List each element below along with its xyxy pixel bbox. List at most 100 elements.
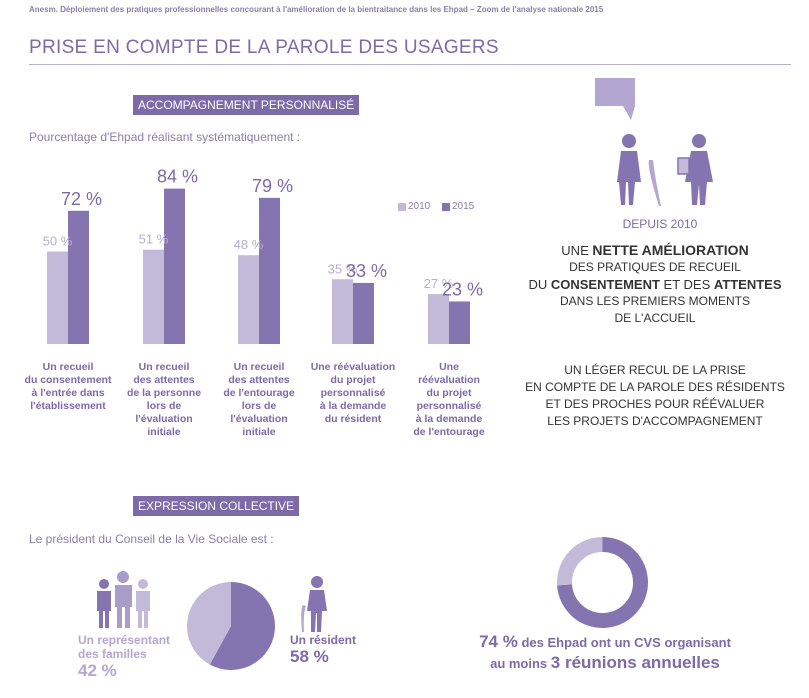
section-tag-expression: EXPRESSION COLLECTIVE — [133, 496, 300, 516]
bar-chart: 50 % 72 % 51 % 84 % 48 % 79 % 35 %33 % 27 %23 % — [43, 167, 483, 344]
category-label-3-line-4: lors de — [241, 400, 277, 412]
family-icon — [97, 571, 150, 628]
category-label-2: Un recueil des attentes de la personne lors… — [109, 361, 219, 439]
bar-2010-3 — [238, 255, 259, 344]
legend-2010: 2010 — [398, 201, 430, 212]
value-label-2010-3: 48 % — [234, 237, 264, 252]
category-label-4-line-5: du résident — [324, 413, 382, 425]
cvs-pct: 74 % — [479, 632, 518, 651]
category-label-3-line-6: initiale — [242, 426, 276, 438]
since-2010: DEPUIS 2010 — [622, 217, 698, 231]
bar-2010-5 — [428, 294, 449, 344]
category-label-1-line-1: Un recueil — [42, 361, 94, 373]
improvement-l3-bold2: ATTENTES — [713, 277, 782, 292]
category-label-2-line-6: initiale — [147, 426, 181, 438]
resident-slice-label: Un résident 58 % — [290, 633, 356, 666]
cvs-l1-rest: des Ehpad ont un CVS organisant — [517, 635, 731, 650]
category-label-3-line-1: Un recueil — [233, 361, 285, 373]
bar-2010-2 — [143, 249, 164, 344]
improvement-l1-bold: NETTE AMÉLIORATION — [592, 242, 749, 258]
category-label-4-line-1: Une réévaluation — [310, 361, 396, 373]
category-label-2-line-1: Un recueil — [138, 361, 190, 373]
improvement-l3-pre: DU — [528, 277, 551, 292]
category-label-5-line-2: réévaluation — [418, 374, 480, 386]
cvs-stat-text: 74 % des Ehpad ont un CVS organisant au … — [470, 632, 740, 674]
category-label-2-line-4: lors de — [146, 400, 182, 412]
cvs-subhead: Le président du Conseil de la Vie Social… — [29, 532, 274, 546]
category-label-4-line-3: personnalisé — [320, 387, 386, 399]
category-label-5-line-6: de l'entourage — [413, 426, 485, 438]
legend-label-2010: 2010 — [408, 201, 431, 212]
section-tag-accompagnement: ACCOMPAGNEMENT PERSONNALISÉ — [133, 95, 360, 115]
pie-slice-families — [186, 582, 231, 665]
improvement-l1-pre: UNE — [561, 243, 593, 258]
improvement-l4: DANS LES PREMIERS MOMENTS — [559, 294, 751, 308]
families-pct: 42 % — [78, 661, 117, 680]
category-label-5-line-1: Une — [439, 361, 459, 373]
president-pie — [186, 582, 275, 670]
value-label-2015-2: 84 % — [157, 167, 198, 187]
improvement-l3-bold1: CONSENTEMENT — [550, 277, 660, 292]
category-label-4-line-2: du projet — [330, 374, 376, 386]
category-label-4-line-4: à la demande — [319, 400, 387, 412]
category-label-1-line-3: à l'entrée dans — [31, 387, 105, 399]
bar-2015-3 — [259, 197, 280, 344]
families-label-l2: des familles — [78, 647, 147, 661]
category-label-3-line-3: de l'entourage — [223, 387, 295, 399]
bar-2015-2 — [164, 188, 185, 344]
value-label-2015-1: 72 % — [61, 189, 102, 209]
category-label-3-line-5: l'évaluation — [230, 413, 288, 425]
bar-2015-1 — [68, 210, 89, 344]
decline-l4: LES PROJETS D'ACCOMPAGNEMENT — [547, 414, 763, 428]
category-label-2-line-5: l'évaluation — [135, 413, 193, 425]
cvs-l2-big: 3 réunions annuelles — [550, 653, 720, 672]
value-label-2015-3: 79 % — [252, 176, 293, 196]
families-slice-label: Un représentant des familles 42 % — [78, 633, 171, 680]
page-title: PRISE EN COMPTE DE LA PAROLE DES USAGERS — [29, 37, 499, 58]
category-label-5-line-4: personnalisé — [416, 400, 482, 412]
value-label-2010-4: 35 % — [328, 261, 358, 276]
bar-2010-4 — [332, 279, 353, 344]
decline-l1: UN LÉGER RECUL DE LA PRISE — [564, 363, 746, 377]
header-note: Anesm. Déploiement des pratiques profess… — [29, 5, 604, 14]
legend-swatch-2015 — [442, 202, 450, 211]
category-label-1-line-4: l'établissement — [30, 400, 106, 412]
improvement-l5: DE L'ACCUEIL — [614, 311, 696, 325]
value-label-2010-1: 50 % — [43, 234, 73, 249]
category-label-3: Un recueil des attentes de l'entourage lors… — [204, 361, 314, 439]
decline-l2: EN COMPTE DE LA PAROLE DES RÉSIDENTS — [525, 380, 785, 394]
resident-icon — [301, 576, 327, 632]
category-label-5: Une réévaluation du projet personnalisé à la… — [394, 361, 504, 439]
category-label-4: Une réévaluation du projet personnalisé à l… — [298, 361, 408, 426]
pie-slice-resident — [209, 582, 275, 670]
category-label-5-line-3: du projet — [426, 387, 472, 399]
value-label-2010-5: 27 % — [424, 276, 454, 291]
category-label-1: Un recueil du consentement à l'entrée dans… — [13, 361, 123, 413]
chart-subhead: Pourcentage d'Ehpad réalisant systématiq… — [29, 130, 301, 144]
families-label-l1: Un représentant — [78, 633, 171, 647]
donut-slice-74 — [557, 537, 648, 628]
category-label-2-line-3: de la personne — [126, 387, 202, 399]
legend-2015: 2015 — [442, 201, 474, 212]
category-label-5-line-5: à la demande — [415, 413, 483, 425]
decline-l3: ET DES PROCHES POUR RÉÉVALUER — [545, 397, 765, 411]
resident-pct: 58 % — [290, 647, 329, 666]
bar-2015-5 — [449, 301, 470, 344]
bar-2010-1 — [47, 251, 68, 344]
legend-swatch-2010 — [398, 202, 406, 211]
cvs-donut — [557, 537, 648, 628]
bar-2015-4 — [353, 282, 374, 344]
category-label-3-line-2: des attentes — [228, 374, 290, 386]
legend-label-2015: 2015 — [452, 201, 475, 212]
value-label-2010-2: 51 % — [139, 232, 169, 247]
category-label-1-line-2: du consentement — [24, 374, 112, 386]
improvement-l3-mid: ET DES — [659, 277, 714, 292]
category-label-2-line-2: des attentes — [133, 374, 195, 386]
improvement-text: UNE NETTE AMÉLIORATION DES PRATIQUES DE … — [520, 242, 790, 327]
cvs-l2-pre: au moins — [490, 656, 551, 671]
improvement-l2: DES PRATIQUES DE RECUEIL — [569, 260, 741, 274]
value-label-2015-5: 23 % — [442, 279, 483, 299]
title-divider — [29, 64, 791, 65]
value-label-2015-4: 33 % — [346, 261, 387, 281]
donut-slice-26 — [557, 537, 603, 586]
